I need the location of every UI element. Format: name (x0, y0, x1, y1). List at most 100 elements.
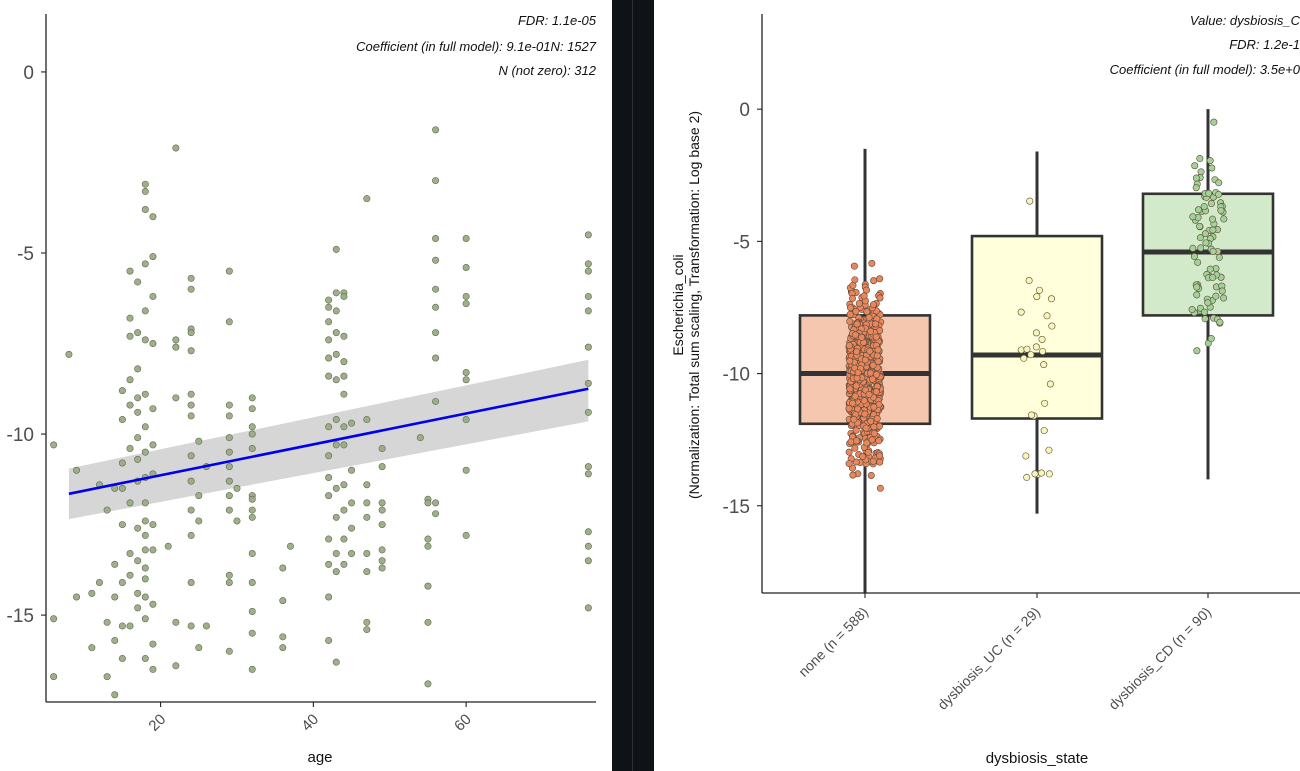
data-point (103, 673, 111, 681)
data-point (225, 579, 233, 587)
data-point (340, 358, 348, 366)
jitter-point (876, 275, 884, 283)
data-point (134, 278, 142, 286)
data-point (432, 126, 440, 134)
data-point (432, 499, 440, 507)
data-point (462, 235, 470, 243)
jitter-point (1200, 203, 1208, 211)
jitter-point (1192, 174, 1200, 182)
data-point (340, 332, 348, 340)
jitter-point (1207, 335, 1215, 343)
data-point (233, 517, 241, 525)
data-point (187, 285, 195, 293)
data-point (416, 434, 424, 442)
jitter-point (1209, 215, 1217, 223)
data-point (462, 416, 470, 424)
jitter-point (1017, 308, 1025, 316)
data-point (118, 579, 126, 587)
data-point (141, 615, 149, 623)
data-point (363, 568, 371, 576)
jitter-point (866, 327, 874, 335)
annotation-n-not-zero: N (not zero): 312 (498, 63, 596, 78)
x-tick-label: 40 (298, 711, 322, 735)
jitter-point (1027, 411, 1035, 419)
x-tick-label: none (n = 588) (795, 604, 871, 680)
jitter-point (1197, 244, 1205, 252)
data-point (332, 329, 340, 337)
data-point (432, 329, 440, 337)
jitter-point (1217, 207, 1225, 215)
data-point (149, 521, 157, 529)
jitter-point (872, 320, 880, 328)
jitter-point (1209, 274, 1217, 282)
data-point (149, 640, 157, 648)
x-tick-label: 60 (451, 711, 475, 735)
data-point (325, 452, 333, 460)
jitter-point (851, 276, 859, 284)
jitter-point (870, 423, 878, 431)
data-point (141, 260, 149, 268)
data-point (325, 336, 333, 344)
data-point (149, 405, 157, 413)
data-point (141, 564, 149, 572)
jitter-point (1201, 230, 1209, 238)
jitter-point (1201, 315, 1209, 323)
data-point (584, 267, 592, 275)
y-tick-label: -15 (7, 606, 34, 627)
annotation-coefficient: Coefficient (in full model): 3.5e+0 (1110, 62, 1300, 77)
data-point (141, 517, 149, 525)
data-point (103, 506, 111, 514)
y-tick-label: -15 (723, 497, 750, 518)
jitter-point (1193, 283, 1201, 291)
data-point (134, 365, 142, 373)
jitter-point (1209, 226, 1217, 234)
jitter-point (862, 286, 870, 294)
data-point (584, 260, 592, 268)
data-point (248, 550, 256, 558)
jitter-point (1026, 197, 1034, 205)
data-point (118, 387, 126, 395)
data-point (432, 285, 440, 293)
box-dysbiosis_UC (970, 234, 1104, 420)
jitter-point (1023, 473, 1031, 481)
data-point (378, 521, 386, 529)
jitter-point (850, 262, 858, 270)
data-point (225, 448, 233, 456)
jitter-point (1215, 179, 1223, 187)
data-point (462, 466, 470, 474)
jitter-point (865, 314, 873, 322)
data-point (118, 459, 126, 467)
data-point (432, 256, 440, 264)
jitter-point (1207, 200, 1215, 208)
jitter-point (861, 410, 869, 418)
data-point (126, 550, 134, 558)
data-point (584, 470, 592, 478)
jitter-point (867, 417, 875, 425)
jitter-point (863, 439, 871, 447)
data-point (378, 546, 386, 554)
jitter-point (1032, 343, 1040, 351)
data-point (141, 307, 149, 315)
x-axis-label: dysbiosis_state (986, 750, 1089, 767)
data-point (332, 568, 340, 576)
data-point (111, 636, 119, 644)
data-point (248, 445, 256, 453)
data-point (332, 513, 340, 521)
jitter-point (870, 403, 878, 411)
data-point (149, 340, 157, 348)
data-point (325, 636, 333, 644)
data-point (225, 647, 233, 655)
jitter-point (845, 342, 853, 350)
x-tick-label: dysbiosis_UC (n = 29) (934, 604, 1043, 713)
jitter-point (860, 397, 868, 405)
jitter-point (851, 392, 859, 400)
data-point (149, 441, 157, 449)
data-point (126, 445, 134, 453)
jitter-point (875, 437, 883, 445)
data-point (378, 499, 386, 507)
data-point (141, 390, 149, 398)
data-point (172, 394, 180, 402)
data-point (286, 542, 294, 550)
jitter-point (858, 333, 866, 341)
data-point (187, 347, 195, 355)
